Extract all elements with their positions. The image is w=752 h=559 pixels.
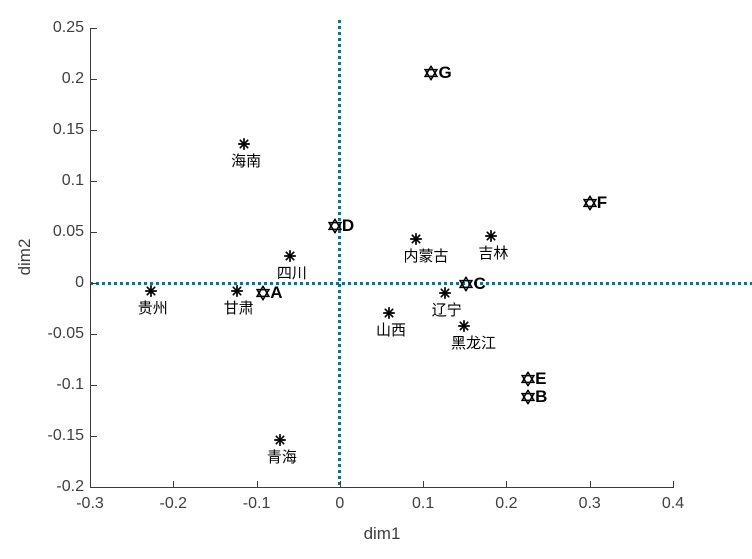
data-point-label: E xyxy=(535,368,547,388)
data-point-marker xyxy=(438,287,451,300)
y-axis-tick-label: -0.05 xyxy=(47,325,84,342)
data-point-label: C xyxy=(473,274,486,294)
y-axis-tick xyxy=(91,181,97,182)
hexagram-marker-icon xyxy=(256,284,271,302)
y-axis-tick xyxy=(91,28,97,29)
y-axis-tick xyxy=(91,436,97,437)
data-point-marker xyxy=(283,250,296,263)
y-axis-tick-label: -0.15 xyxy=(47,427,84,444)
data-point-marker xyxy=(582,195,597,212)
y-axis-tick xyxy=(91,487,97,488)
y-axis-tick-label: 0.05 xyxy=(52,223,84,240)
x-axis-tick xyxy=(256,481,258,487)
x-axis-tick-label: 0.1 xyxy=(412,495,435,512)
x-axis-tick xyxy=(90,481,91,487)
x-axis-label: dim1 xyxy=(363,524,401,543)
data-point-marker xyxy=(457,319,470,332)
data-point-label: 青海 xyxy=(266,449,297,467)
x-axis-tick-label: -0.3 xyxy=(76,495,104,512)
data-point-marker xyxy=(144,285,157,298)
x-axis-tick xyxy=(673,481,674,487)
data-point-marker xyxy=(327,217,343,235)
asterisk-marker-icon xyxy=(410,233,423,246)
y-axis-tick xyxy=(91,385,97,386)
zero-reference-line-vertical xyxy=(338,20,342,487)
y-axis-label: dim2 xyxy=(15,238,34,276)
data-point-label: G xyxy=(438,62,452,82)
x-axis-tick-label: 0.4 xyxy=(661,495,685,512)
data-point-marker xyxy=(410,233,423,246)
data-point-marker xyxy=(230,285,243,298)
data-point-marker xyxy=(485,230,498,243)
y-axis-tick-label: 0.2 xyxy=(61,70,84,87)
x-axis-tick-label: -0.1 xyxy=(242,495,271,512)
x-axis-tick xyxy=(506,481,508,487)
asterisk-marker-icon xyxy=(238,138,251,151)
data-point-label: 四川 xyxy=(276,265,307,283)
data-point-label: 黑龙江 xyxy=(450,334,496,352)
y-axis-tick-label: -0.1 xyxy=(56,376,84,393)
data-point-marker xyxy=(459,275,474,293)
asterisk-marker-icon xyxy=(382,306,396,319)
x-axis-tick xyxy=(589,481,591,487)
y-axis-tick-label: 0 xyxy=(75,274,84,291)
y-axis-tick-label: -0.2 xyxy=(56,478,84,495)
hexagram-marker-icon xyxy=(327,217,343,235)
data-point-marker xyxy=(382,306,396,319)
data-point-marker xyxy=(520,370,536,388)
data-point-label: A xyxy=(270,283,283,303)
hexagram-marker-icon xyxy=(520,388,536,406)
asterisk-marker-icon xyxy=(438,287,451,300)
hexagram-marker-icon xyxy=(520,370,536,388)
x-axis-spine xyxy=(90,487,674,488)
data-point-label: 山西 xyxy=(375,321,406,339)
zero-reference-line-horizontal xyxy=(90,281,752,285)
hexagram-marker-icon xyxy=(582,195,597,212)
data-point-label: 海南 xyxy=(231,153,262,171)
y-axis-tick-label: 0.15 xyxy=(52,121,84,138)
x-axis-tick-label: 0.2 xyxy=(495,495,518,512)
y-axis-tick-label: 0.25 xyxy=(52,19,84,36)
data-point-label: B xyxy=(535,387,548,407)
asterisk-marker-icon xyxy=(230,285,243,298)
asterisk-marker-icon xyxy=(144,285,157,298)
data-point-label: 甘肃 xyxy=(223,300,254,318)
asterisk-marker-icon xyxy=(273,434,286,447)
data-point-marker xyxy=(520,388,536,406)
y-axis-tick xyxy=(91,283,97,284)
y-axis-tick xyxy=(91,130,97,131)
y-axis-spine xyxy=(90,28,91,487)
x-axis-tick-label: -0.2 xyxy=(159,495,188,512)
data-point-label: 辽宁 xyxy=(431,302,462,320)
x-axis-tick-label: 0.3 xyxy=(578,495,601,512)
x-axis-tick-label: 0 xyxy=(335,495,345,512)
asterisk-marker-icon xyxy=(485,230,498,243)
data-point-label: 内蒙古 xyxy=(403,248,449,266)
data-point-marker xyxy=(424,64,439,82)
x-axis-tick xyxy=(173,481,175,487)
x-axis-tick xyxy=(423,481,425,487)
data-point-marker xyxy=(273,434,286,447)
data-point-label: 贵州 xyxy=(137,300,168,318)
hexagram-marker-icon xyxy=(424,64,439,82)
data-point-marker xyxy=(238,138,251,151)
asterisk-marker-icon xyxy=(457,319,470,332)
y-axis-tick xyxy=(91,79,97,80)
x-axis-tick xyxy=(339,481,341,487)
y-axis-tick-label: 0.1 xyxy=(61,172,84,189)
data-point-label: 吉林 xyxy=(478,245,509,263)
y-axis-tick xyxy=(91,232,97,233)
hexagram-marker-icon xyxy=(459,275,474,293)
asterisk-marker-icon xyxy=(283,250,296,263)
y-axis-tick xyxy=(91,334,97,335)
data-point-marker xyxy=(256,284,271,302)
data-point-label: D xyxy=(341,215,355,235)
data-point-label: F xyxy=(596,193,608,213)
